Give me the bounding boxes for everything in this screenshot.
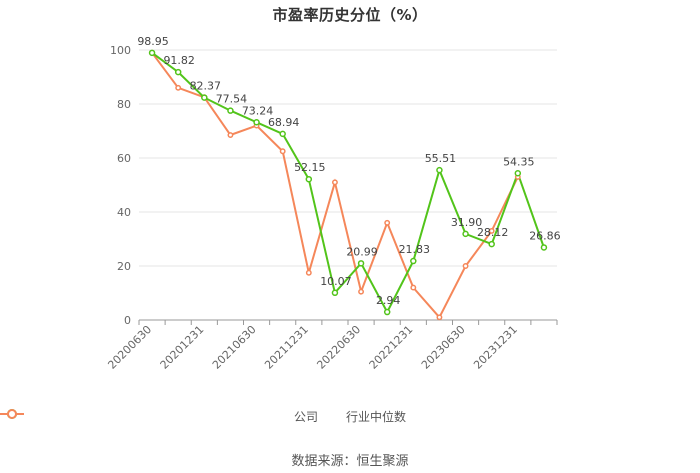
data-label: 28.12: [477, 226, 509, 239]
data-point: [488, 227, 495, 234]
x-tick-label: 20231231: [471, 323, 520, 372]
data-point: [436, 314, 443, 321]
data-point: [305, 269, 312, 276]
data-point: [279, 148, 286, 155]
y-tick-label: 40: [117, 206, 131, 219]
data-label: 77.54: [216, 93, 248, 106]
y-tick-label: 60: [117, 152, 131, 165]
legend-label: 公司: [293, 410, 318, 424]
y-tick-label: 0: [124, 314, 131, 327]
data-point: [383, 308, 391, 316]
x-tick-label: 20221231: [367, 323, 416, 372]
data-point: [279, 130, 286, 138]
data-label: 73.24: [242, 104, 274, 117]
x-tick-label: 20230630: [419, 323, 468, 372]
x-tick-label: 20210630: [210, 323, 259, 372]
data-point: [462, 263, 469, 269]
data-point: [358, 288, 365, 295]
data-label: 31.90: [451, 216, 483, 229]
x-tick-label: 20220630: [314, 323, 363, 372]
data-point: [253, 119, 260, 126]
data-point: [227, 107, 234, 114]
axes: 0 20 40 60 80 100 20200630 20201231 20210630 2021…: [105, 44, 558, 372]
legend-item-company[interactable]: 公司: [0, 408, 318, 425]
data-point: [331, 289, 339, 297]
data-label: 54.35: [503, 155, 535, 168]
data-label: 21.83: [399, 243, 431, 256]
y-tick-label: 80: [117, 98, 131, 111]
data-point: [227, 132, 234, 139]
data-source: 数据来源：恒生聚源: [291, 454, 409, 469]
data-point: [462, 230, 469, 238]
chart-title: 市盈率历史分位（%）: [272, 6, 428, 24]
data-point: [410, 257, 417, 265]
data-point: [305, 175, 313, 183]
y-tick-label: 100: [110, 44, 131, 57]
data-point: [174, 68, 182, 76]
series-line: [151, 51, 545, 315]
legend-line-icon: [0, 409, 24, 419]
legend-item-industry-median[interactable]: 行业中位数: [0, 408, 407, 425]
data-label: 2.94: [376, 294, 401, 307]
data-point: [514, 170, 522, 177]
data-point: [201, 94, 208, 101]
data-label: 55.51: [425, 152, 457, 165]
data-point: [436, 166, 443, 174]
data-point: [488, 240, 495, 248]
x-tick-label: 20211231: [262, 323, 311, 372]
data-label: 52.15: [294, 161, 326, 174]
data-label: 10.07: [320, 275, 352, 288]
legend: 公司 行业中位数: [0, 408, 700, 425]
data-point: [148, 49, 156, 57]
data-label: 20.99: [346, 245, 378, 258]
data-point: [331, 179, 338, 186]
x-tick-label: 20201231: [158, 323, 207, 372]
data-point: [175, 84, 182, 91]
data-label: 68.94: [268, 116, 300, 129]
data-label: 26.86: [529, 229, 561, 242]
legend-label: 行业中位数: [346, 410, 407, 424]
data-label: 82.37: [190, 80, 222, 93]
data-point: [410, 284, 417, 291]
grid-lines: [139, 49, 557, 267]
y-tick-label: 20: [117, 260, 131, 273]
data-point: [540, 244, 548, 251]
data-point: [384, 219, 391, 226]
data-point: [357, 260, 365, 267]
data-label: 98.95: [137, 35, 169, 48]
data-points: [148, 49, 548, 321]
x-tick-label: 20200630: [105, 323, 154, 372]
data-label: 91.82: [163, 54, 195, 67]
